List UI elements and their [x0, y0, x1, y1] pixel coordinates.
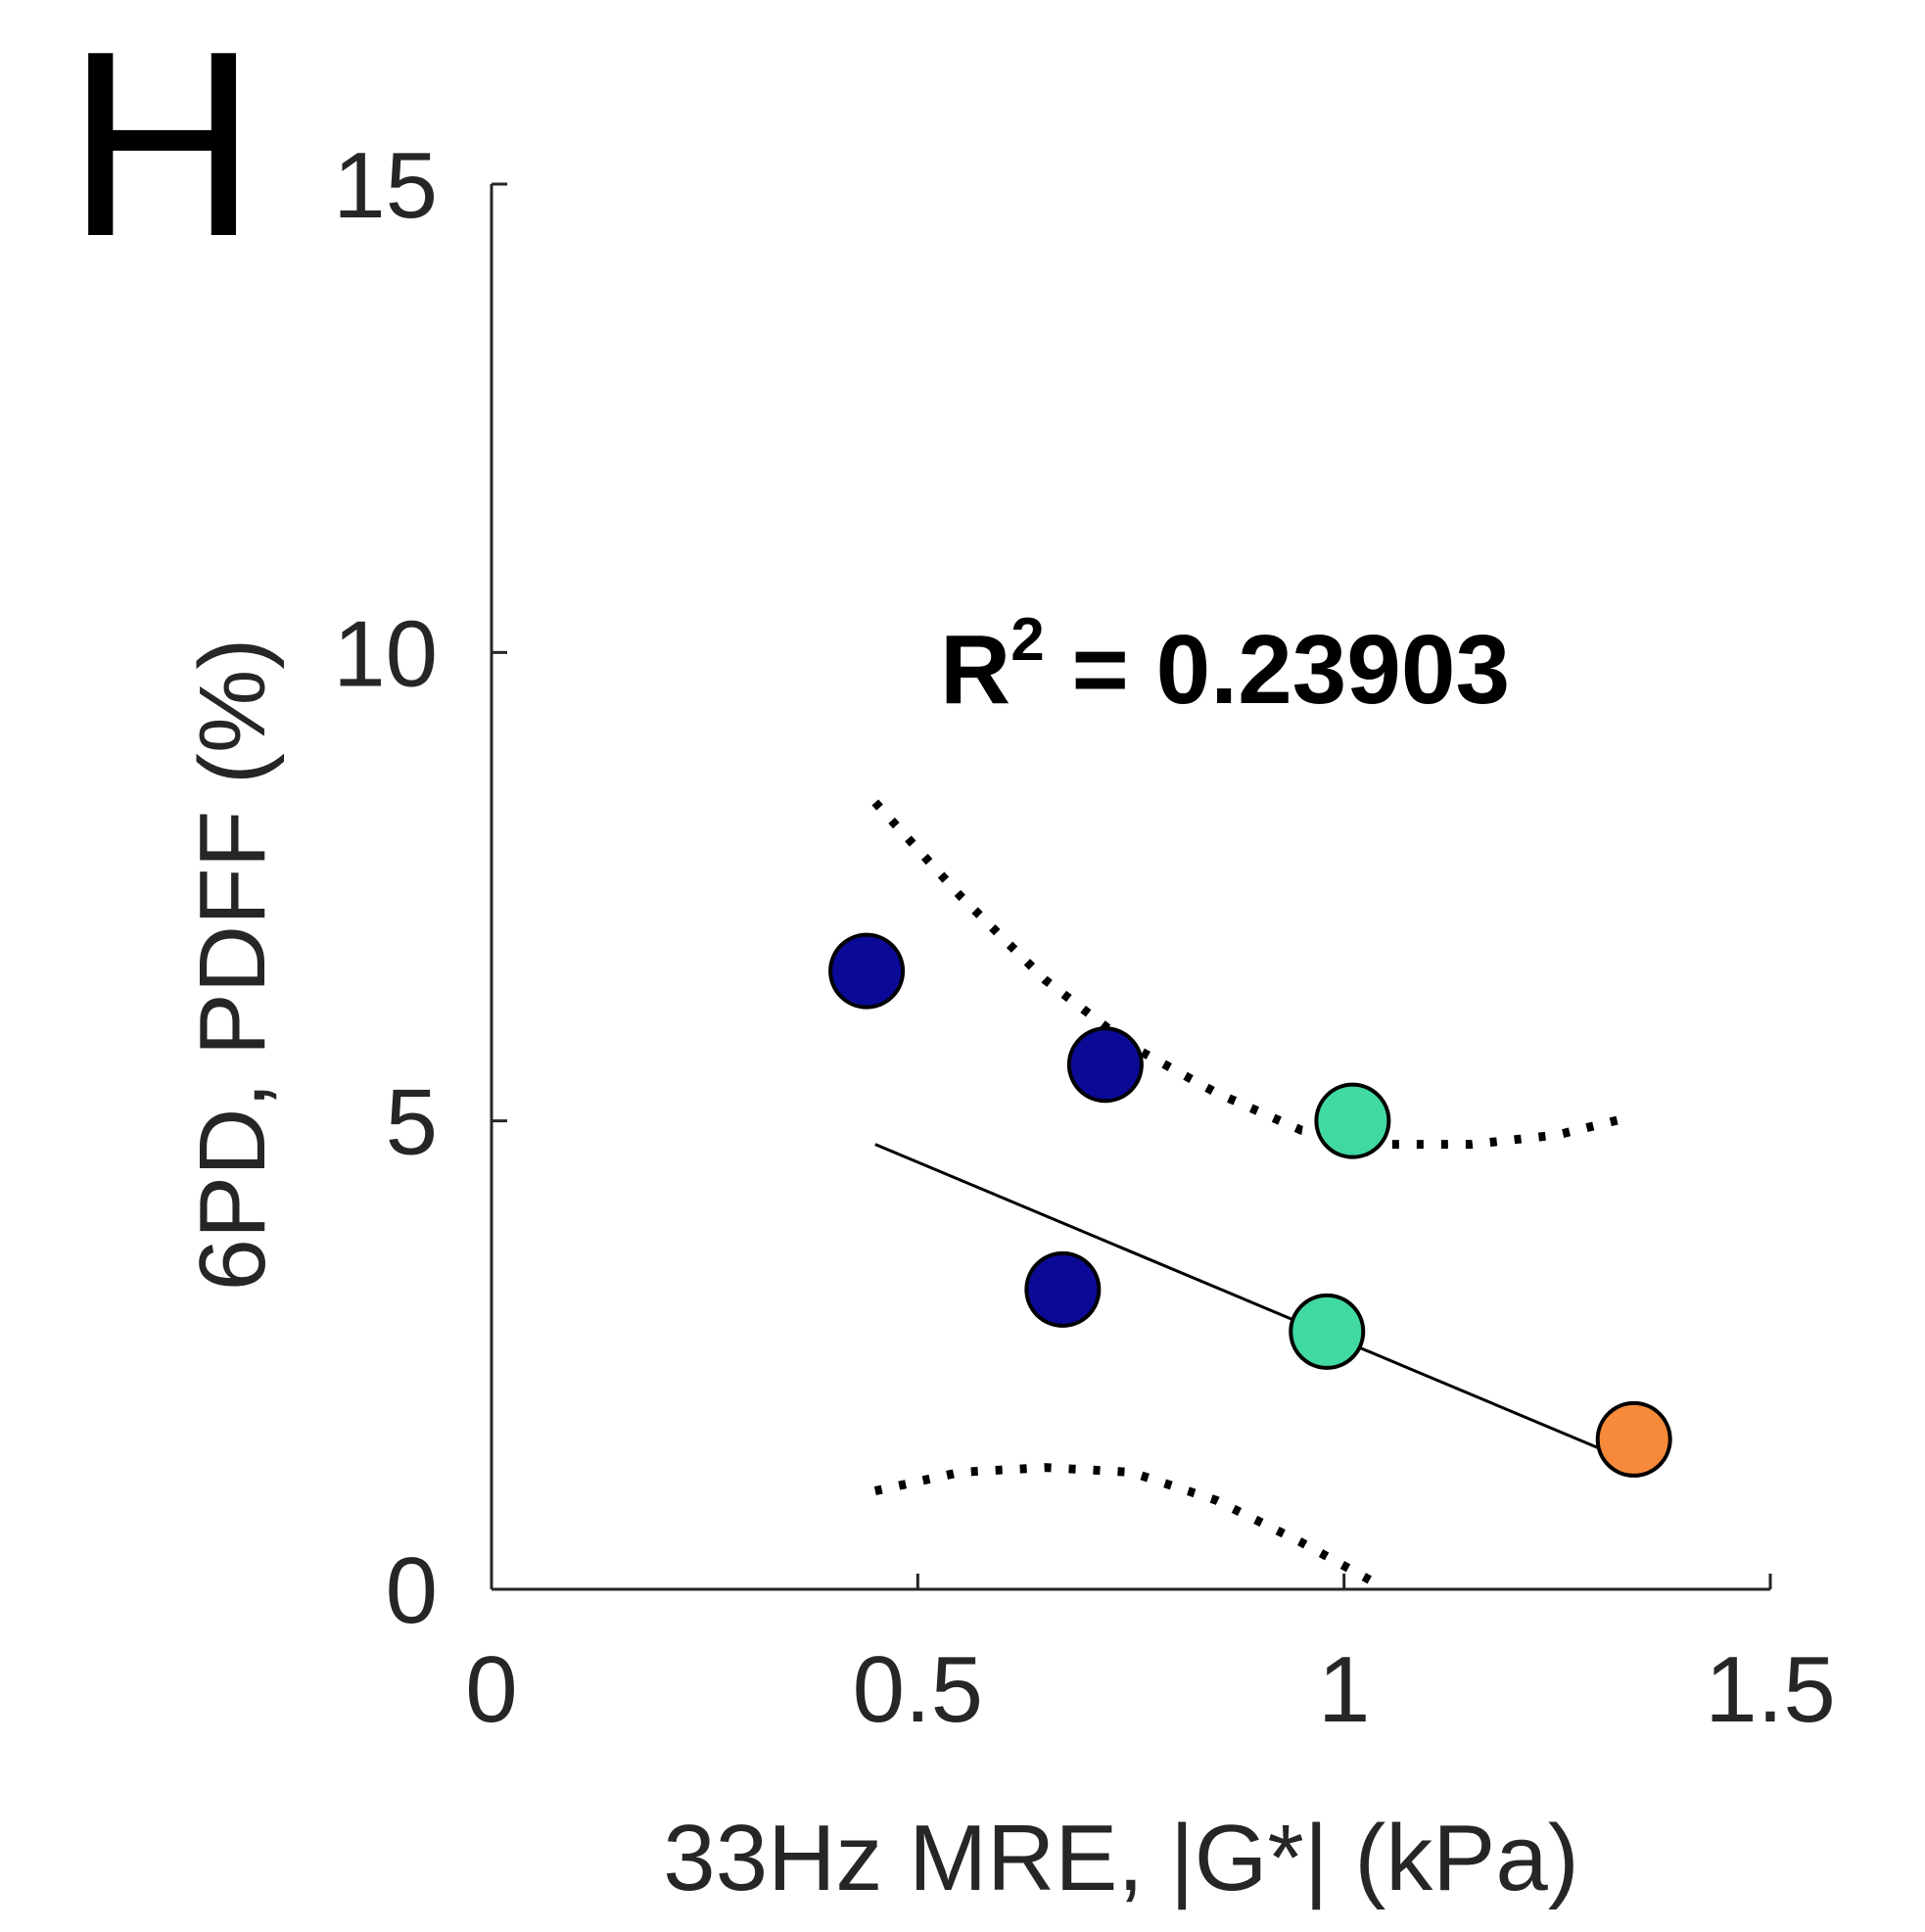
r-squared-value: = 0.23903: [1045, 615, 1510, 725]
data-points: [828, 932, 1672, 1478]
data-point: [1066, 1026, 1144, 1104]
x-axis-title: 33Hz MRE, |G*| (kPa): [663, 1806, 1578, 1910]
data-point: [1595, 1400, 1672, 1478]
y-tick-label: 5: [386, 1070, 438, 1175]
confidence-upper-curve: [871, 799, 1635, 1150]
data-point: [1289, 1293, 1366, 1370]
x-tick-label: 1: [1318, 1637, 1370, 1742]
r-squared-superscript: 2: [1010, 606, 1044, 674]
y-tick-label: 10: [333, 601, 438, 706]
y-axis-title: 6PD, PDFF (%): [180, 638, 285, 1292]
data-point: [828, 932, 906, 1010]
confidence-lower-curve: [873, 1463, 1372, 1584]
y-tick-label: 15: [333, 133, 438, 238]
panel-label: H: [67, 0, 258, 292]
x-tick-label: 0.5: [853, 1637, 983, 1742]
y-tick-label: 0: [386, 1538, 438, 1643]
x-tick-label: 1.5: [1705, 1637, 1835, 1742]
r-squared-r: R: [940, 615, 1010, 725]
r-squared-annotation: R2 = 0.23903: [940, 606, 1510, 725]
confidence-bounds: [871, 799, 1635, 1584]
x-tick-label: 0: [465, 1637, 517, 1742]
fit-line: [874, 1143, 1635, 1465]
axes: 0 0.5 1 1.5 0 5 10 15: [333, 133, 1836, 1742]
data-point: [1024, 1250, 1102, 1328]
data-point: [1314, 1082, 1391, 1159]
fit-line-group: [874, 1143, 1635, 1465]
